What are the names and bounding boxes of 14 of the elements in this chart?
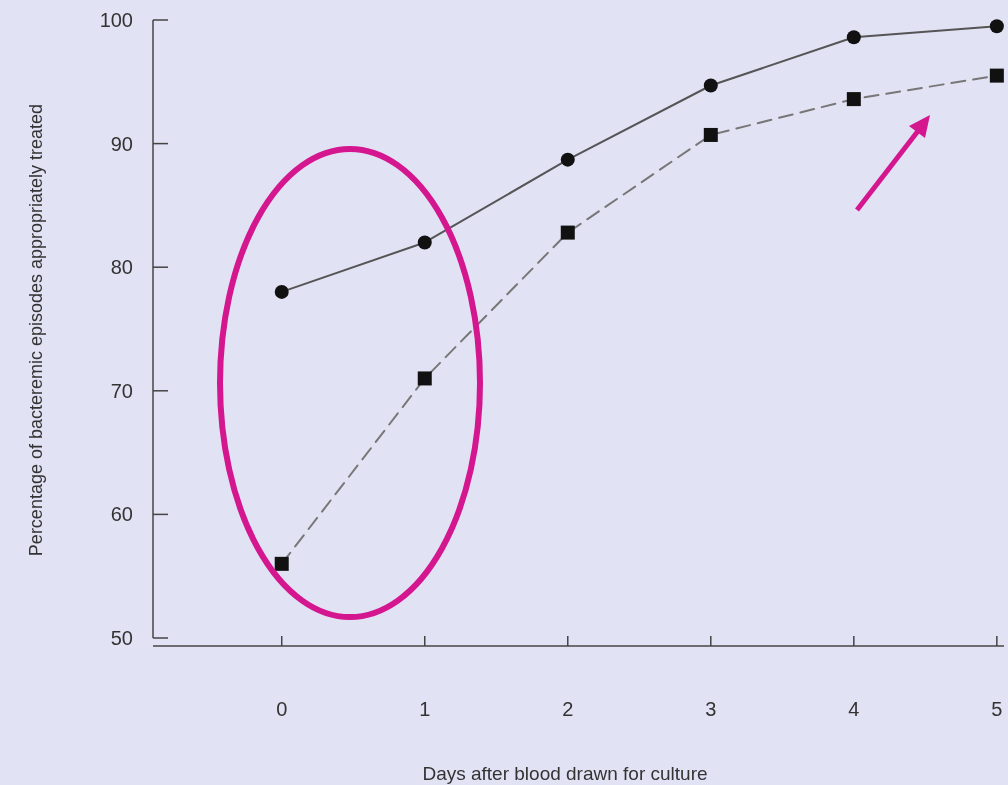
x-tick-label: 5 xyxy=(991,698,1003,720)
y-tick-label: 100 xyxy=(99,9,133,31)
y-axis-title: Percentage of bacteremic episodes appropriately treated xyxy=(26,103,46,557)
y-tick-label: 60 xyxy=(110,503,133,526)
x-tick-label: 4 xyxy=(848,698,860,720)
y-tick-label: 90 xyxy=(110,132,133,155)
y-tick-label: 70 xyxy=(110,379,133,402)
x-tick-label: 2 xyxy=(562,698,574,720)
x-tick-label: 0 xyxy=(276,698,288,720)
y-tick-label: 50 xyxy=(110,627,133,649)
y-tick-label: 80 xyxy=(110,256,133,279)
x-tick-label: 1 xyxy=(419,698,431,720)
x-tick-label: 3 xyxy=(705,698,717,720)
x-axis-title: Days after blood drawn for culture xyxy=(422,763,708,784)
